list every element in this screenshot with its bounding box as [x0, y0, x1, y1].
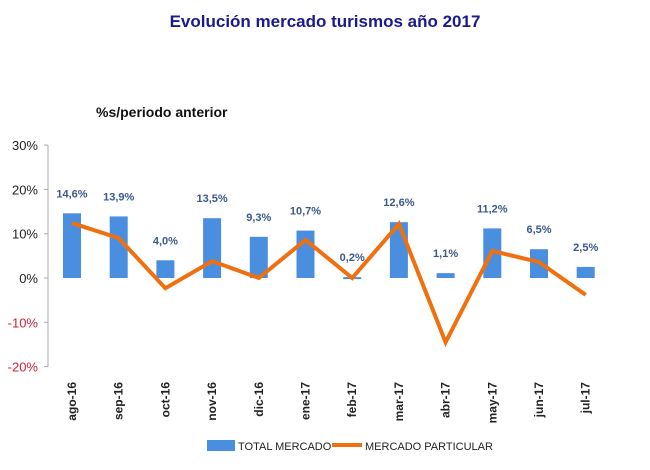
- data-label: 10,7%: [290, 206, 321, 218]
- y-axis: 30% 20% 10% 0% -10% -20%: [8, 138, 49, 375]
- x-tick-label: jun-17: [532, 382, 546, 419]
- bar-abr-17: [436, 273, 455, 278]
- y-tick-label: 10%: [12, 227, 38, 242]
- bar-jul-17: [576, 266, 595, 278]
- x-tick-label: may-17: [485, 382, 499, 424]
- x-tick-label: dic-16: [252, 382, 266, 417]
- y-tick-label: -10%: [8, 315, 39, 330]
- x-axis: ago-16 sep-16 oct-16 nov-16 dic-16 ene-17 feb-…: [65, 382, 593, 424]
- x-tick-label: sep-16: [112, 382, 126, 420]
- line-mercado-particular: [71, 220, 587, 348]
- legend: TOTAL MERCADO MERCADO PARTICULAR: [207, 440, 493, 453]
- legend-label-particular: MERCADO PARTICULAR: [365, 441, 493, 453]
- x-tick-label: ago-16: [65, 382, 79, 421]
- line-series: [71, 220, 587, 348]
- y-tick-label: 20%: [12, 182, 38, 197]
- x-tick-label: feb-17: [345, 382, 359, 418]
- x-tick-label: oct-16: [158, 382, 172, 418]
- x-tick-label: nov-16: [205, 382, 219, 421]
- x-tick-label: abr-17: [439, 382, 453, 418]
- y-tick-label: -20%: [8, 360, 39, 375]
- data-label: 9,3%: [246, 212, 271, 224]
- data-label: 11,2%: [477, 203, 508, 215]
- bar-ago-16: [63, 213, 81, 278]
- y-tick-label: 0%: [19, 271, 38, 286]
- bar-series: [63, 213, 595, 280]
- chart-title: Evolución mercado turismos año 2017: [170, 12, 481, 31]
- data-label: 6,5%: [526, 224, 551, 236]
- data-labels: 14,6% 13,9% 4,0% 13,5% 9,3% 10,7% 0,2% 12,6% 1,1…: [56, 188, 598, 264]
- chart-subtitle: %s/periodo anterior: [96, 104, 228, 120]
- bar-sep-16: [109, 216, 128, 278]
- data-label: 4,0%: [153, 235, 178, 247]
- y-tick-label: 30%: [12, 138, 38, 153]
- data-label: 2,5%: [573, 242, 598, 254]
- data-label: 13,5%: [196, 193, 227, 205]
- x-tick-label: jul-17: [579, 382, 593, 415]
- bar-nov-16: [203, 218, 222, 278]
- legend-label-total: TOTAL MERCADO: [238, 441, 332, 453]
- data-label: 0,2%: [340, 252, 365, 264]
- x-tick-label: mar-17: [392, 382, 406, 422]
- data-label: 13,9%: [103, 191, 134, 203]
- data-label: 12,6%: [383, 197, 414, 209]
- data-label: 1,1%: [433, 248, 458, 260]
- x-tick-label: ene-17: [299, 382, 313, 420]
- bar-dic-16: [249, 236, 268, 278]
- legend-swatch-total: [207, 440, 235, 451]
- data-label: 14,6%: [56, 188, 87, 200]
- bar-oct-16: [156, 260, 175, 278]
